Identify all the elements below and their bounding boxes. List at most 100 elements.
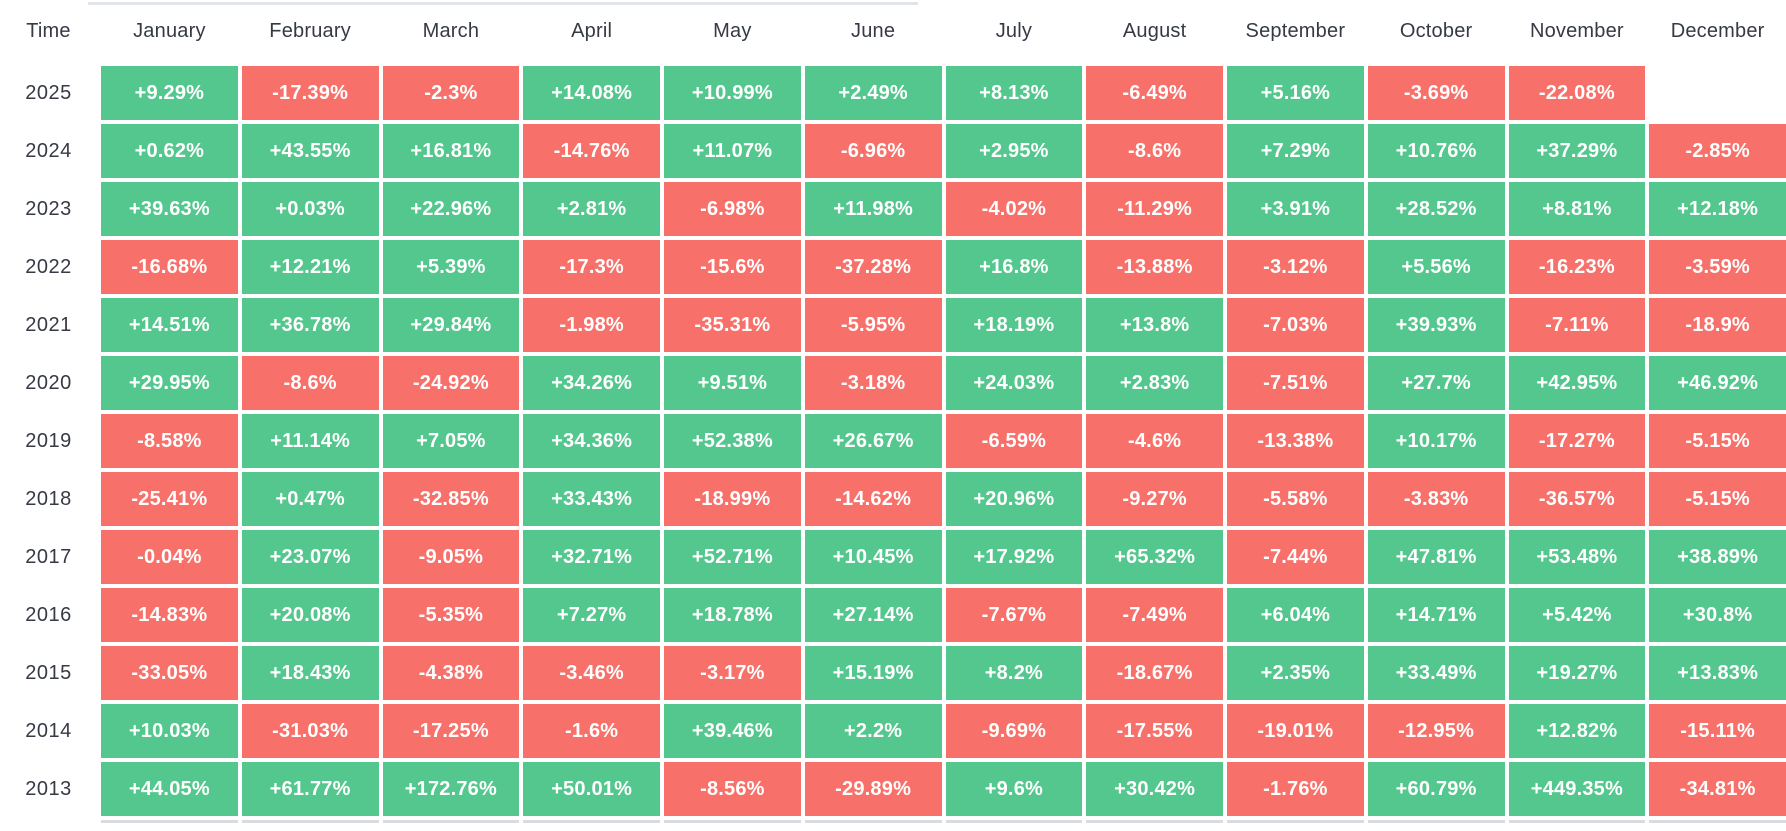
year-label-2015: 2015: [25, 661, 72, 684]
return-cell-2013-january: +44.05%: [101, 762, 238, 816]
return-cell-2013-february: +61.77%: [241, 762, 379, 816]
return-cell-2016-november: +5.42%: [1508, 588, 1646, 642]
return-cell-2014-october: -12.95%: [1367, 704, 1505, 758]
return-cell-2017-december: +38.89%: [1649, 530, 1786, 584]
return-cell-2023-june: +11.98%: [804, 182, 942, 236]
return-cell-2015-june: +15.19%: [804, 646, 942, 700]
return-cell-2016-july: -7.67%: [945, 588, 1083, 642]
return-cell-2025-october: -3.69%: [1367, 66, 1505, 120]
return-cell-2024-august: -8.6%: [1086, 124, 1223, 178]
column-header-january: January: [133, 19, 206, 42]
return-cell-2024-december: -2.85%: [1649, 124, 1786, 178]
return-cell-2020-june: -3.18%: [804, 356, 942, 410]
return-cell-2013-august: +30.42%: [1086, 762, 1223, 816]
return-cell-2019-march: +7.05%: [382, 414, 520, 468]
return-cell-2020-february: -8.6%: [241, 356, 379, 410]
year-label-2016: 2016: [25, 603, 72, 626]
next-row-edge-september: [1227, 820, 1364, 823]
return-cell-2021-january: +14.51%: [101, 298, 238, 352]
return-cell-2013-april: +50.01%: [523, 762, 660, 816]
return-cell-2016-december: +30.8%: [1649, 588, 1786, 642]
return-cell-2020-december: +46.92%: [1649, 356, 1786, 410]
return-cell-2023-march: +22.96%: [382, 182, 520, 236]
return-cell-2019-september: -13.38%: [1227, 414, 1364, 468]
return-cell-2023-december: +12.18%: [1649, 182, 1786, 236]
column-header-april: April: [571, 19, 613, 42]
return-cell-2023-february: +0.03%: [241, 182, 379, 236]
return-cell-2017-march: -9.05%: [382, 530, 520, 584]
return-cell-2015-december: +13.83%: [1649, 646, 1786, 700]
return-cell-2024-may: +11.07%: [664, 124, 801, 178]
return-cell-2021-march: +29.84%: [382, 298, 520, 352]
return-cell-2015-november: +19.27%: [1508, 646, 1646, 700]
column-header-october: October: [1399, 19, 1473, 42]
column-header-march: March: [422, 19, 480, 42]
return-cell-2023-may: -6.98%: [664, 182, 801, 236]
return-cell-2023-january: +39.63%: [101, 182, 238, 236]
year-label-2020: 2020: [25, 371, 72, 394]
year-label-2025: 2025: [25, 81, 72, 104]
return-cell-2016-september: +6.04%: [1227, 588, 1364, 642]
return-cell-2014-june: +2.2%: [804, 704, 942, 758]
return-cell-2022-march: +5.39%: [382, 240, 520, 294]
top-divider-line: [88, 2, 918, 5]
return-cell-2015-february: +18.43%: [241, 646, 379, 700]
return-cell-2020-march: -24.92%: [382, 356, 520, 410]
return-cell-2025-march: -2.3%: [382, 66, 520, 120]
next-row-edge-august: [1086, 820, 1223, 823]
column-header-february: February: [269, 19, 351, 42]
return-cell-2017-november: +53.48%: [1508, 530, 1646, 584]
return-cell-2018-march: -32.85%: [382, 472, 520, 526]
return-cell-2019-april: +34.36%: [523, 414, 660, 468]
return-cell-2022-february: +12.21%: [241, 240, 379, 294]
return-cell-2014-april: -1.6%: [523, 704, 660, 758]
return-cell-2020-october: +27.7%: [1367, 356, 1505, 410]
return-cell-2017-august: +65.32%: [1086, 530, 1223, 584]
return-cell-2024-july: +2.95%: [945, 124, 1083, 178]
return-cell-2017-june: +10.45%: [804, 530, 942, 584]
year-label-2023: 2023: [25, 197, 72, 220]
return-cell-2025-january: +9.29%: [101, 66, 238, 120]
return-cell-2019-august: -4.6%: [1086, 414, 1223, 468]
return-cell-2018-october: -3.83%: [1367, 472, 1505, 526]
return-cell-2022-september: -3.12%: [1227, 240, 1364, 294]
return-cell-2017-february: +23.07%: [241, 530, 379, 584]
return-cell-2023-july: -4.02%: [945, 182, 1083, 236]
return-cell-2017-april: +32.71%: [523, 530, 660, 584]
year-label-2017: 2017: [25, 545, 72, 568]
column-header-may: May: [713, 19, 752, 42]
return-cell-2019-may: +52.38%: [664, 414, 801, 468]
column-header-september: September: [1245, 19, 1346, 42]
return-cell-2018-april: +33.43%: [523, 472, 660, 526]
column-header-november: November: [1529, 19, 1624, 42]
year-label-2022: 2022: [25, 255, 72, 278]
return-cell-2019-october: +10.17%: [1367, 414, 1505, 468]
return-cell-2020-may: +9.51%: [664, 356, 801, 410]
return-cell-2014-march: -17.25%: [382, 704, 520, 758]
year-label-2018: 2018: [25, 487, 72, 510]
return-cell-2018-september: -5.58%: [1227, 472, 1364, 526]
next-row-edge-november: [1508, 820, 1646, 823]
return-cell-2015-september: +2.35%: [1227, 646, 1364, 700]
return-cell-2017-may: +52.71%: [664, 530, 801, 584]
return-cell-2023-september: +3.91%: [1227, 182, 1364, 236]
return-cell-2018-may: -18.99%: [664, 472, 801, 526]
return-cell-2013-july: +9.6%: [945, 762, 1083, 816]
return-cell-2016-february: +20.08%: [241, 588, 379, 642]
return-cell-2017-october: +47.81%: [1367, 530, 1505, 584]
return-cell-2024-march: +16.81%: [382, 124, 520, 178]
return-cell-2025-september: +5.16%: [1227, 66, 1364, 120]
return-cell-2013-june: -29.89%: [804, 762, 942, 816]
return-cell-2018-june: -14.62%: [804, 472, 942, 526]
return-cell-2015-may: -3.17%: [664, 646, 801, 700]
return-cell-2015-august: -18.67%: [1086, 646, 1223, 700]
return-cell-2024-april: -14.76%: [523, 124, 660, 178]
return-cell-2018-december: -5.15%: [1649, 472, 1786, 526]
column-header-time: Time: [26, 19, 71, 42]
return-cell-2017-january: -0.04%: [101, 530, 238, 584]
return-cell-2025-august: -6.49%: [1086, 66, 1223, 120]
return-cell-2020-april: +34.26%: [523, 356, 660, 410]
return-cell-2022-december: -3.59%: [1649, 240, 1786, 294]
return-cell-2016-may: +18.78%: [664, 588, 801, 642]
